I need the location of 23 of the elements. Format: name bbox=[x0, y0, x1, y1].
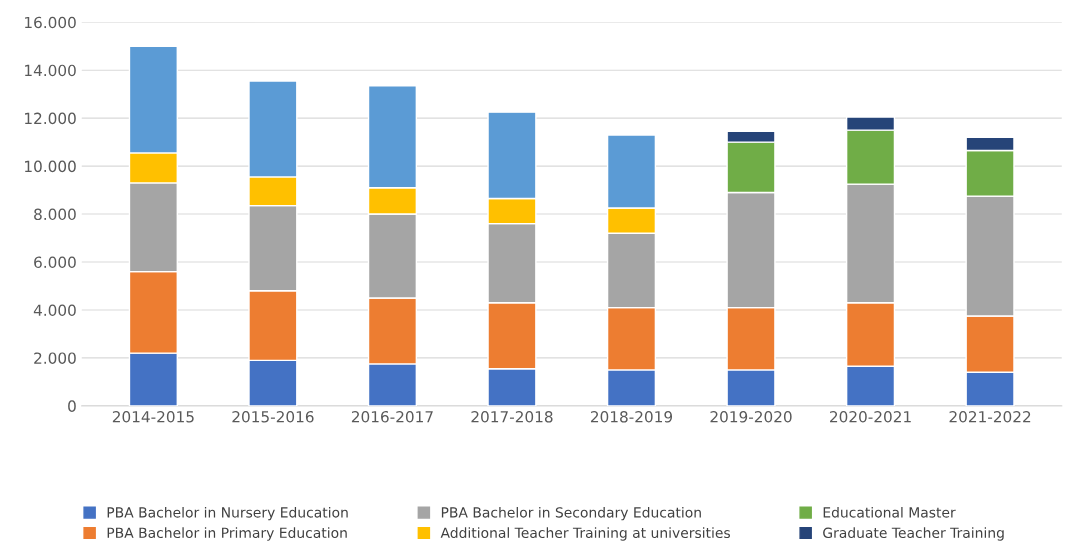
y-tick-label: 16.000 bbox=[25, 16, 76, 29]
y-tick-label: 0 bbox=[68, 400, 76, 412]
y-tick-label: 12.000 bbox=[25, 112, 76, 125]
legend-label: PBA Bachelor in Secondary Education bbox=[441, 506, 701, 521]
y-tick-label: 8.000 bbox=[34, 208, 76, 221]
legend-label: Educational Master bbox=[823, 506, 956, 518]
x-tick-label: 2019-2020 bbox=[710, 411, 792, 423]
x-tick-label: 2015-2016 bbox=[232, 411, 314, 423]
x-tick-label: 2017-2018 bbox=[471, 411, 553, 423]
legend-label: Additional Teacher Training at universities bbox=[440, 527, 730, 541]
legend-label: PBA Bachelor in Nursery Education bbox=[107, 506, 348, 521]
x-tick-label: 2018-2019 bbox=[590, 411, 673, 423]
x-tick-label: 2020-2021 bbox=[830, 411, 911, 423]
y-tick-label: 6.000 bbox=[34, 256, 76, 269]
y-tick-label: 4.000 bbox=[33, 304, 76, 316]
y-tick-label: 2.000 bbox=[34, 352, 76, 364]
x-tick-label: 2021-2022 bbox=[949, 411, 1031, 423]
x-tick-label: 2014-2015 bbox=[112, 411, 194, 423]
legend-label: Graduate Teacher Training bbox=[823, 527, 1004, 541]
x-tick-label: 2016-2017 bbox=[351, 411, 433, 423]
y-tick-label: 10.000 bbox=[25, 160, 76, 173]
y-tick-label: 14.000 bbox=[25, 64, 76, 77]
legend-label: PBA Bachelor in Primary Education bbox=[107, 527, 347, 541]
